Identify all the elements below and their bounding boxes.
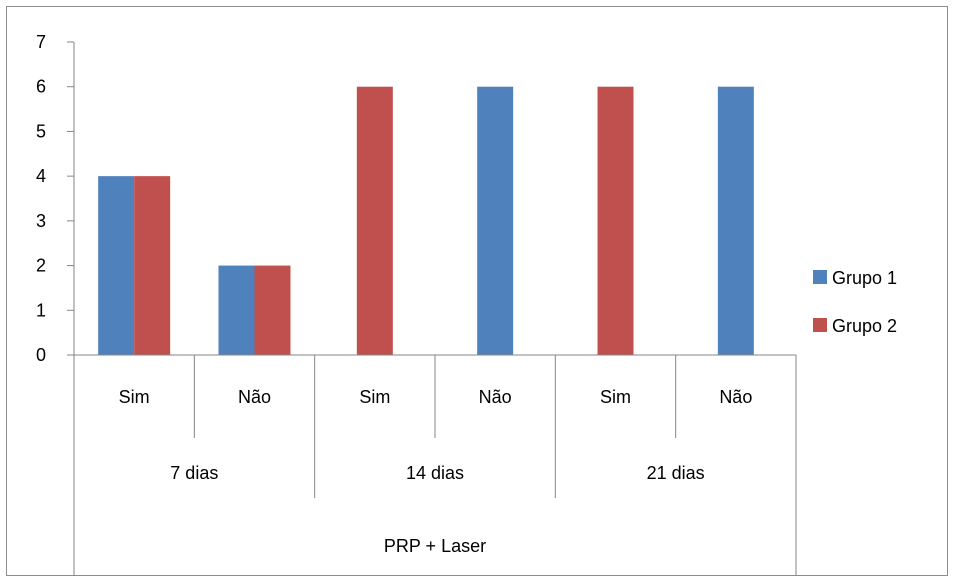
bar-grupo-2 xyxy=(356,86,393,355)
y-tick-label: 5 xyxy=(36,121,46,141)
y-tick-label: 7 xyxy=(36,32,46,52)
x-tick-label: Sim xyxy=(119,387,150,407)
y-tick-label: 3 xyxy=(36,211,46,231)
x-group-label: 21 dias xyxy=(647,463,705,483)
y-tick-label: 4 xyxy=(36,166,46,186)
y-tick-label: 0 xyxy=(36,345,46,365)
bar-grupo-2 xyxy=(134,176,171,355)
y-axis: 0 1 2 3 4 5 6 7 xyxy=(36,32,75,576)
x-axis: Sim Não Sim Não Sim Não 7 dias 14 dias 21 dias PR… xyxy=(73,354,797,576)
bar-grupo-2 xyxy=(254,265,291,355)
y-tick-label: 6 xyxy=(36,77,46,97)
x-group-label: 7 dias xyxy=(170,463,218,483)
bar-grupo-1 xyxy=(98,176,135,355)
y-tick-label: 2 xyxy=(36,256,46,276)
x-tick-label: Não xyxy=(479,387,512,407)
bars xyxy=(98,86,754,355)
legend-label: Grupo 1 xyxy=(832,268,897,288)
x-outer-label: PRP + Laser xyxy=(384,536,486,556)
bar-grupo-2 xyxy=(597,86,634,355)
bar-grupo-1 xyxy=(717,86,754,355)
bar-grupo-1 xyxy=(218,265,255,355)
y-tick-label: 1 xyxy=(36,300,46,320)
legend-swatch xyxy=(813,270,827,284)
x-tick-label: Sim xyxy=(359,387,390,407)
bar-grupo-1 xyxy=(477,86,514,355)
x-tick-label: Não xyxy=(719,387,752,407)
x-group-label: 14 dias xyxy=(406,463,464,483)
legend-swatch xyxy=(813,318,827,332)
legend-label: Grupo 2 xyxy=(832,316,897,336)
legend: Grupo 1 Grupo 2 xyxy=(813,268,897,336)
x-tick-label: Não xyxy=(238,387,271,407)
x-tick-label: Sim xyxy=(600,387,631,407)
